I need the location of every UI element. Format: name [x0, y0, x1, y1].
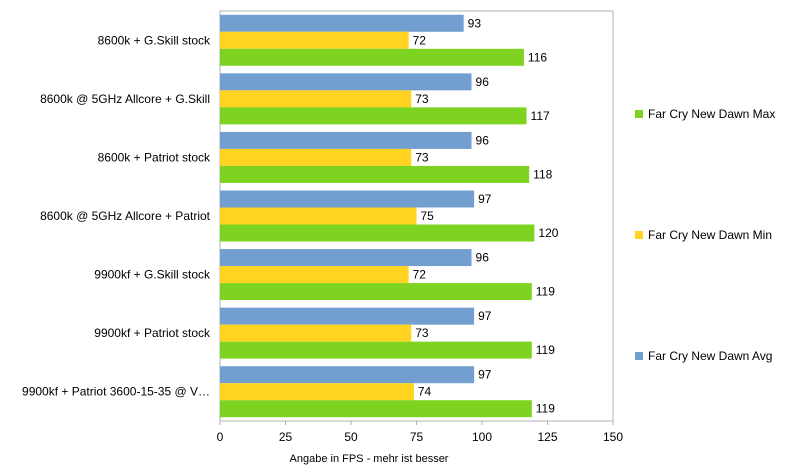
- x-tick-label: 100: [472, 430, 492, 444]
- bar: [220, 283, 532, 301]
- data-label: 119: [536, 285, 555, 299]
- bar: [220, 341, 532, 359]
- category-label: 9900kf + Patriot stock: [94, 326, 211, 340]
- bar: [220, 266, 409, 284]
- data-label: 72: [413, 268, 427, 282]
- x-tick-label: 150: [603, 430, 623, 444]
- bar: [220, 131, 472, 149]
- x-tick-label: 125: [537, 430, 557, 444]
- legend-label: Far Cry New Dawn Avg: [648, 349, 772, 363]
- data-label: 72: [413, 33, 427, 47]
- category-labels: 8600k + G.Skill stock 8600k @ 5GHz Allcor…: [22, 33, 211, 398]
- data-label: 120: [538, 226, 558, 240]
- x-tick-label: 25: [279, 430, 293, 444]
- legend-label: Far Cry New Dawn Max: [648, 107, 775, 121]
- bar: [220, 207, 417, 225]
- bar: [220, 400, 532, 418]
- data-label: 97: [478, 368, 492, 382]
- data-label: 97: [478, 192, 492, 206]
- category-label: 8600k @ 5GHz Allcore + Patriot: [40, 209, 211, 223]
- legend-swatch: [635, 110, 643, 118]
- data-label: 75: [421, 209, 435, 223]
- bar: [220, 307, 475, 325]
- data-label: 73: [415, 92, 429, 106]
- x-tick-label: 50: [344, 430, 358, 444]
- bar: [220, 107, 527, 125]
- x-axis: 0 25 50 75 100 125 150: [217, 421, 623, 444]
- bar: [220, 165, 530, 183]
- legend: Far Cry New Dawn Max Far Cry New Dawn Min…: [635, 107, 775, 363]
- bar: [220, 90, 412, 108]
- data-label: 116: [528, 50, 547, 64]
- data-label: 73: [415, 326, 429, 340]
- bar: [220, 190, 475, 208]
- data-label: 96: [476, 251, 490, 265]
- bar: [220, 14, 464, 32]
- data-label: 96: [476, 75, 490, 89]
- bar: [220, 249, 472, 267]
- category-label: 9900kf + G.Skill stock: [94, 268, 211, 282]
- value-labels: 93 72 116 96 73 117 96 73 118 97 75 120 96 72 119 97 73 1…: [413, 16, 559, 415]
- data-label: 118: [533, 167, 552, 181]
- bar: [220, 366, 475, 384]
- data-label: 97: [478, 309, 492, 323]
- category-label: 8600k + G.Skill stock: [98, 33, 211, 47]
- data-label: 119: [536, 402, 555, 416]
- legend-label: Far Cry New Dawn Min: [648, 228, 772, 242]
- x-tick-label: 0: [217, 430, 224, 444]
- data-label: 119: [536, 343, 555, 357]
- legend-swatch: [635, 352, 643, 360]
- bar: [220, 31, 409, 49]
- bar: [220, 73, 472, 91]
- bar: [220, 324, 412, 342]
- data-label: 117: [531, 109, 550, 123]
- x-tick-label: 75: [410, 430, 424, 444]
- data-label: 93: [468, 16, 482, 30]
- bar: [220, 224, 535, 242]
- category-label: 8600k + Patriot stock: [98, 150, 211, 164]
- bar: [220, 383, 414, 401]
- bar: [220, 148, 412, 166]
- data-label: 73: [415, 150, 429, 164]
- category-label: 9900kf + Patriot 3600-15-35 @ V…: [22, 385, 210, 399]
- data-label: 74: [418, 385, 432, 399]
- x-axis-title: Angabe in FPS - mehr ist besser: [290, 453, 449, 465]
- legend-swatch: [635, 231, 643, 239]
- bar: [220, 48, 524, 66]
- data-label: 96: [476, 133, 490, 147]
- bars: [220, 14, 535, 418]
- category-label: 8600k @ 5GHz Allcore + G.Skill: [40, 92, 210, 106]
